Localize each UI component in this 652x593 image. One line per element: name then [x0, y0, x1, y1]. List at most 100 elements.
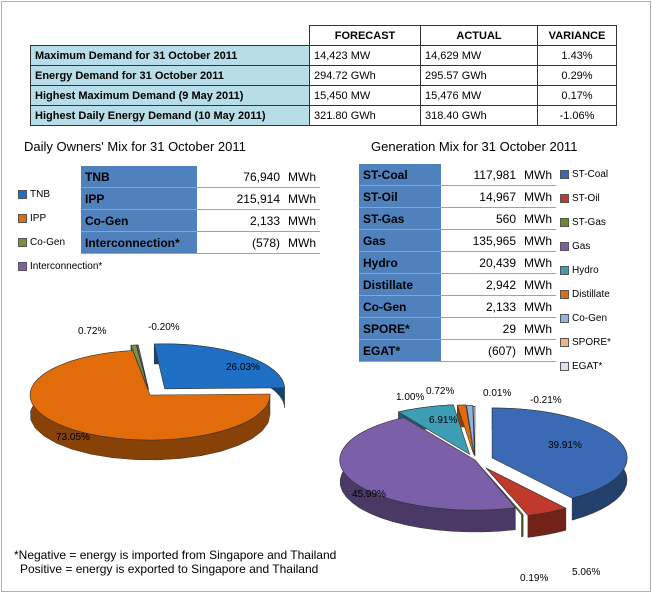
row-label: Energy Demand for 31 October 2011: [30, 65, 310, 86]
generation-row: ST-Gas 560 MWh: [359, 207, 556, 230]
pie-data-label: 1.00%: [396, 392, 424, 403]
summary-row: Highest Maximum Demand (9 May 2011) 15,4…: [30, 85, 617, 106]
pie-data-label: -0.20%: [148, 322, 180, 333]
footnote-line1: *Negative = energy is imported from Sing…: [14, 548, 337, 562]
summary-row: Highest Daily Energy Demand (10 May 2011…: [30, 105, 617, 126]
legend-item: Distillate: [560, 282, 611, 306]
actual-cell: 318.40 GWh: [420, 105, 538, 126]
generation-row: EGAT* (607) MWh: [359, 339, 556, 362]
generation-row: SPORE* 29 MWh: [359, 317, 556, 340]
owners-chart-title: Daily Owners' Mix for 31 October 2011: [24, 139, 246, 154]
pie-data-label: 45.99%: [352, 489, 386, 500]
owners-row: TNB 76,940 MWh: [81, 166, 320, 188]
pie-data-label: 0.72%: [78, 326, 106, 337]
legend-item: Interconnection*: [18, 254, 102, 278]
generation-legend: ST-Coal ST-Oil ST-Gas Gas Hydro Distillate Co-…: [560, 162, 611, 378]
gen-value: 135,965: [441, 229, 520, 252]
legend-swatch: [18, 213, 27, 223]
generation-row: ST-Oil 14,967 MWh: [359, 185, 556, 208]
pie-slice-distillate: [456, 404, 475, 455]
legend-label: SPORE*: [572, 336, 611, 348]
owner-unit: MWh: [284, 209, 320, 232]
row-label: Highest Maximum Demand (9 May 2011): [30, 85, 310, 106]
generation-row: Distillate 2,942 MWh: [359, 273, 556, 296]
header-forecast: FORECAST: [309, 25, 421, 46]
owner-name: Co-Gen: [81, 209, 198, 232]
variance-cell: 0.17%: [537, 85, 617, 106]
legend-item: Co-Gen: [560, 306, 611, 330]
footnote: *Negative = energy is imported from Sing…: [14, 548, 336, 576]
owners-legend: TNB IPP Co-Gen Interconnection*: [18, 182, 102, 278]
legend-label: Interconnection*: [30, 260, 103, 272]
pie-slice-interconnection-: [136, 344, 149, 390]
owner-name: Interconnection*: [81, 231, 198, 254]
gen-unit: MWh: [520, 185, 556, 208]
gen-name: Hydro: [359, 251, 442, 274]
legend-swatch: [18, 261, 27, 271]
owner-value: 215,914: [197, 187, 284, 210]
gen-name: Gas: [359, 229, 442, 252]
legend-item: ST-Gas: [560, 210, 611, 234]
legend-label: Gas: [572, 240, 591, 252]
generation-row: Gas 135,965 MWh: [359, 229, 556, 252]
gen-unit: MWh: [520, 207, 556, 230]
gen-value: 2,133: [441, 295, 520, 318]
gen-value: 560: [441, 207, 520, 230]
legend-swatch: [560, 289, 569, 299]
pie-data-label: 73.05%: [56, 432, 90, 443]
owners-row: Interconnection* (578) MWh: [81, 231, 320, 254]
generation-row: ST-Coal 117,981 MWh: [359, 164, 556, 186]
gen-value: 14,967: [441, 185, 520, 208]
legend-label: Hydro: [572, 264, 599, 276]
variance-cell: -1.06%: [537, 105, 617, 126]
owner-name: TNB: [81, 166, 198, 188]
gen-name: Distillate: [359, 273, 442, 296]
legend-swatch: [560, 313, 569, 323]
gen-unit: MWh: [520, 273, 556, 296]
gen-value: (607): [441, 339, 520, 362]
legend-label: ST-Oil: [572, 192, 600, 204]
owner-unit: MWh: [284, 166, 320, 188]
gen-value: 2,942: [441, 273, 520, 296]
legend-item: EGAT*: [560, 354, 611, 378]
pie-slice-tnb: [153, 343, 285, 390]
gen-name: ST-Coal: [359, 164, 442, 186]
legend-label: ST-Gas: [572, 216, 606, 228]
owner-value: 76,940: [197, 166, 284, 188]
owner-unit: MWh: [284, 187, 320, 210]
legend-swatch: [18, 189, 27, 199]
legend-item: IPP: [18, 206, 102, 230]
legend-swatch: [560, 217, 569, 227]
legend-label: ST-Coal: [572, 168, 609, 180]
pie-slice-co-gen: [466, 405, 475, 456]
gen-unit: MWh: [520, 229, 556, 252]
gen-name: EGAT*: [359, 339, 442, 362]
owner-value: (578): [197, 231, 284, 254]
legend-item: SPORE*: [560, 330, 611, 354]
legend-swatch: [560, 169, 569, 179]
forecast-cell: 321.80 GWh: [309, 105, 421, 126]
owner-unit: MWh: [284, 231, 320, 254]
owner-value: 2,133: [197, 209, 284, 232]
legend-label: TNB: [30, 188, 50, 200]
pie-chart-1: [339, 404, 628, 538]
gen-unit: MWh: [520, 295, 556, 318]
pie-data-label: 0.01%: [483, 388, 511, 399]
generation-chart-title: Generation Mix for 31 October 2011: [371, 139, 578, 154]
pie-data-label: 39.91%: [548, 440, 582, 451]
summary-header-row: FORECAST ACTUAL VARIANCE: [31, 25, 617, 46]
owners-row: Co-Gen 2,133 MWh: [81, 209, 320, 232]
legend-label: IPP: [30, 212, 47, 224]
footnote-line2: Positive = energy is exported to Singapo…: [20, 562, 319, 576]
legend-swatch: [560, 337, 569, 347]
generation-row: Co-Gen 2,133 MWh: [359, 295, 556, 318]
legend-swatch: [18, 237, 27, 247]
gen-name: SPORE*: [359, 317, 442, 340]
legend-item: Hydro: [560, 258, 611, 282]
pie-slice-co-gen: [130, 344, 149, 390]
gen-value: 20,439: [441, 251, 520, 274]
pie-slice-ipp: [29, 350, 271, 441]
legend-swatch: [560, 241, 569, 251]
